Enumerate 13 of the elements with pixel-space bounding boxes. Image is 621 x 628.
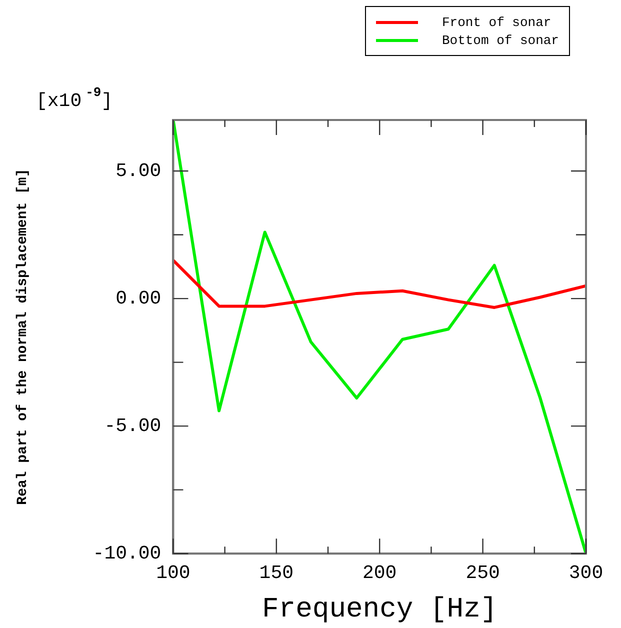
x-tick-label: 150 [259,562,294,584]
y-tick-label: -5.00 [104,415,162,438]
y-axis-title: Real part of the normal displacement [m] [14,168,31,505]
x-axis-title: Frequency [Hz] [262,594,498,626]
legend-label: Front of sonar [442,14,552,30]
y-tick-label: 5.00 [116,160,162,182]
x-tick-label: 250 [466,562,500,584]
x-tick-label: 100 [156,562,190,584]
x-tick-label: 300 [568,562,604,584]
x-tick-label: 200 [362,562,397,584]
y-tick-label: 0.00 [116,288,162,310]
y-tick-label: -10.00 [92,542,162,565]
legend-label: Bottom of sonar [442,32,559,48]
